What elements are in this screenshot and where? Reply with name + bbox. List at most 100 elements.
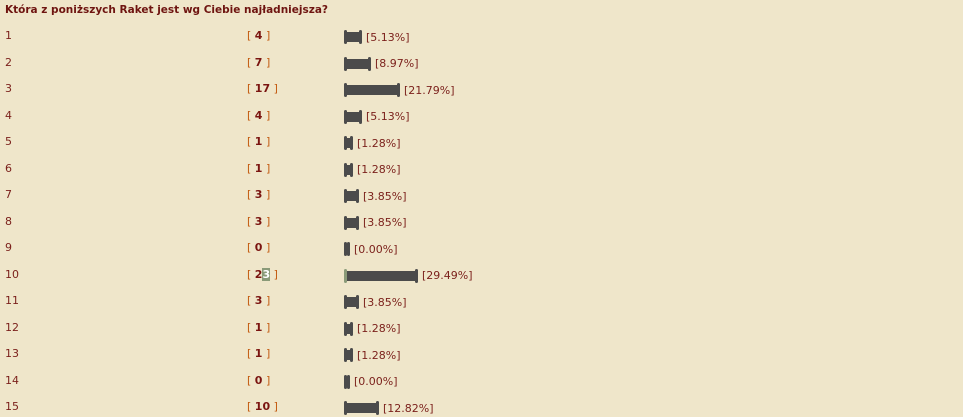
percent-label: [5.13%] [366,30,410,44]
result-bar: [21.79%] [344,83,455,97]
option-label: 6 [5,161,12,175]
bar-fill [347,85,397,95]
bar-left-cap [344,348,347,362]
vote-count: [ 4 ] [247,29,271,42]
bar-left-cap [344,321,347,336]
bar-right-cap [356,215,359,230]
bar-fill [347,111,359,122]
poll-option-row: 1 [ 4 ] [5.13%] [0,26,963,46]
percent-label: [0.00%] [354,375,398,388]
result-bar: [5.13%] [344,109,410,124]
percent-label: [12.82%] [383,401,434,415]
option-label: 1 [5,29,12,42]
bar-left-cap [344,401,347,415]
poll-question: Która z poniższych Raket jest wg Ciebie … [5,4,329,16]
poll-option-row: 13 [ 1 ] [1.28%] [0,344,963,364]
vote-count: [ 0 ] [247,241,271,254]
result-bar: [1.28%] [344,348,401,362]
result-bar: [29.49%] [344,268,473,283]
percent-label: [29.49%] [422,269,473,282]
vote-count: [ 1 ] [247,320,271,334]
poll-option-row: 10 [ 2323 ] [29.49%] [0,265,963,285]
option-label: 13 [5,347,19,360]
vote-count: [ 4 ] [247,108,271,122]
option-label: 4 [5,108,12,122]
bar-fill [347,403,376,413]
result-bar: [1.28%] [344,136,401,150]
bar-left-cap [344,109,347,124]
percent-label: [1.28%] [357,348,401,362]
poll-option-row: 8 [ 3 ] [3.85%] [0,212,963,232]
bar-left-cap [344,56,347,71]
option-label: 11 [5,294,19,307]
option-label: 2 [5,55,12,69]
percent-label: [8.97%] [375,57,419,70]
option-label: 3 [5,82,12,95]
bar-right-cap [347,242,350,256]
percent-label: [3.85%] [363,189,407,203]
bar-right-cap [347,374,350,389]
percent-label: [21.79%] [404,83,455,97]
bar-left-cap [344,242,347,256]
bar-right-cap [350,321,353,336]
result-bar: [0.00%] [344,242,398,256]
vote-count: [ 7 ] [247,55,271,69]
poll-option-row: 4 [ 4 ] [5.13%] [0,106,963,126]
poll-option-row: 5 [ 1 ] [1.28%] [0,132,963,152]
percent-label: [0.00%] [354,242,398,256]
option-label: 12 [5,320,19,334]
percent-label: [1.28%] [357,163,401,176]
bar-left-cap [344,30,347,44]
result-bar: [1.28%] [344,321,401,336]
bar-fill [347,350,350,360]
option-label: 14 [5,373,19,387]
bar-left-cap [344,136,347,150]
bar-right-cap [350,348,353,362]
option-label: 8 [5,214,12,228]
poll-option-row: 11 [ 3 ] [3.85%] [0,291,963,311]
result-bar: [3.85%] [344,295,407,309]
vote-count: [ 2323 ] [247,267,278,281]
bar-right-cap [350,136,353,150]
bar-right-cap [356,295,359,309]
vote-count: [ 3 ] [247,188,271,201]
bar-fill [347,191,356,201]
poll-option-row: 6 [ 1 ] [1.28%] [0,159,963,179]
vote-count: [ 3 ] [247,294,271,307]
vote-count: [ 0 ] [247,373,271,387]
bar-fill [347,58,368,69]
bar-left-cap [344,295,347,309]
bar-right-cap [376,401,379,415]
result-bar: [0.00%] [344,374,398,389]
bar-left-cap [344,268,347,283]
bar-right-cap [397,83,400,97]
result-bar: [3.85%] [344,189,407,203]
result-bar: [1.28%] [344,162,401,177]
bar-right-cap [359,30,362,44]
vote-count: [ 17 ] [247,82,278,95]
bar-right-cap [350,162,353,177]
bar-left-cap [344,189,347,203]
result-bar: [3.85%] [344,215,407,230]
option-label: 9 [5,241,12,254]
bar-right-cap [359,109,362,124]
result-bar: [8.97%] [344,56,419,71]
bar-fill [347,164,350,175]
percent-label: [3.85%] [363,216,407,229]
vote-count: [ 1 ] [247,347,271,360]
option-label: 10 [5,267,19,281]
bar-fill [347,32,359,42]
vote-count: [ 1 ] [247,135,271,148]
bar-fill [347,217,356,228]
percent-label: [1.28%] [357,136,401,150]
option-label: 7 [5,188,12,201]
bar-left-cap [344,162,347,177]
bar-fill [347,297,356,307]
vote-count: [ 10 ] [247,400,278,413]
vote-count: [ 1 ] [247,161,271,175]
percent-label: [1.28%] [357,322,401,335]
option-label: 5 [5,135,12,148]
result-bar: [5.13%] [344,30,410,44]
option-label: 15 [5,400,19,413]
poll-option-row: 9 [ 0 ] [0.00%] [0,238,963,258]
